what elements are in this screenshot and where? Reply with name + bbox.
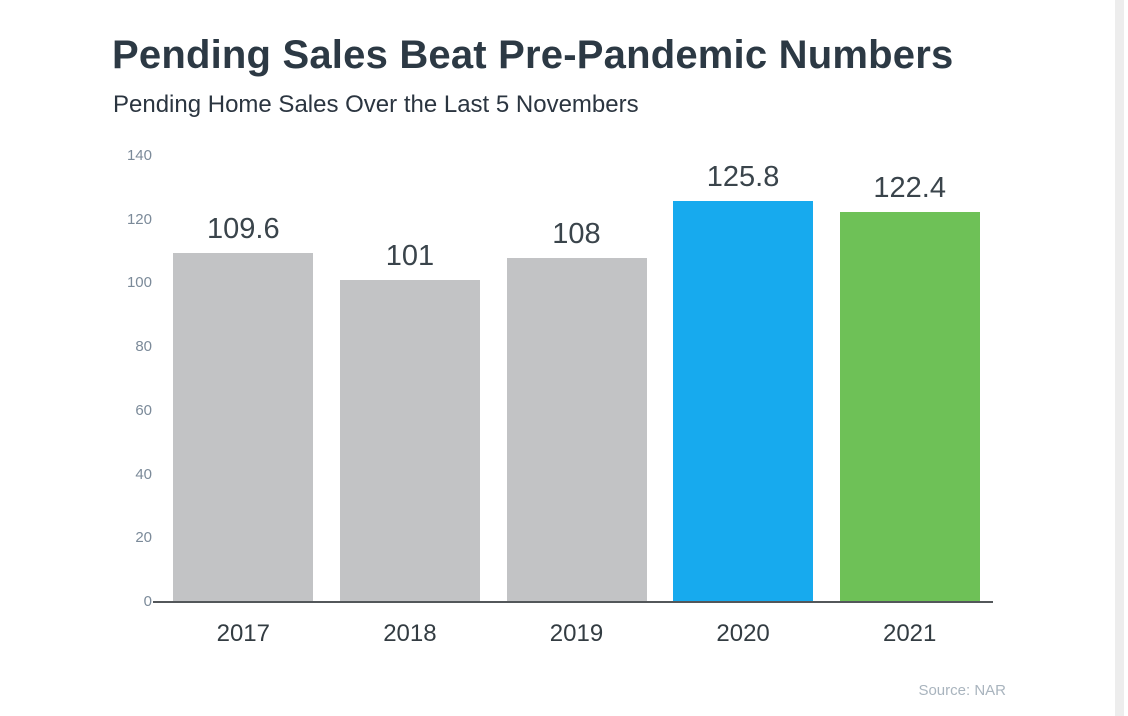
source-note: Source: NAR	[918, 682, 1006, 699]
bar-2018	[339, 280, 480, 602]
y-tick-label-120: 120	[126, 210, 152, 228]
y-tick-label-20: 20	[135, 529, 152, 547]
x-tick-label-2019: 2019	[549, 620, 604, 647]
x-tick-label-2017: 2017	[216, 620, 270, 647]
bar-2020	[673, 201, 814, 602]
chart-subtitle: Pending Home Sales Over the Last 5 Novem…	[113, 91, 639, 118]
scrollbar-track[interactable]	[1115, 0, 1124, 716]
x-tick-label-2018: 2018	[383, 620, 437, 647]
value-label-2020: 125.8	[706, 161, 780, 194]
y-tick-label-0: 0	[143, 593, 152, 610]
value-label-2017: 109.6	[207, 212, 280, 245]
x-tick-label-2020: 2020	[716, 620, 770, 647]
x-tick-label-2021: 2021	[882, 620, 937, 647]
value-label-2021: 122.4	[873, 172, 946, 205]
y-tick-label-40: 40	[135, 465, 152, 483]
x-axis-line	[153, 601, 993, 603]
bar-2017	[173, 252, 314, 602]
y-tick-label-80: 80	[135, 338, 152, 356]
y-tick-label-100: 100	[126, 274, 152, 292]
bar-2019	[506, 257, 647, 602]
chart-title: Pending Sales Beat Pre-Pandemic Numbers	[112, 33, 954, 77]
y-tick-label-140: 140	[126, 147, 152, 164]
bar-2021	[839, 212, 980, 602]
value-label-2019: 108	[552, 217, 601, 250]
value-label-2018: 101	[385, 240, 435, 273]
y-tick-label-60: 60	[135, 401, 152, 419]
